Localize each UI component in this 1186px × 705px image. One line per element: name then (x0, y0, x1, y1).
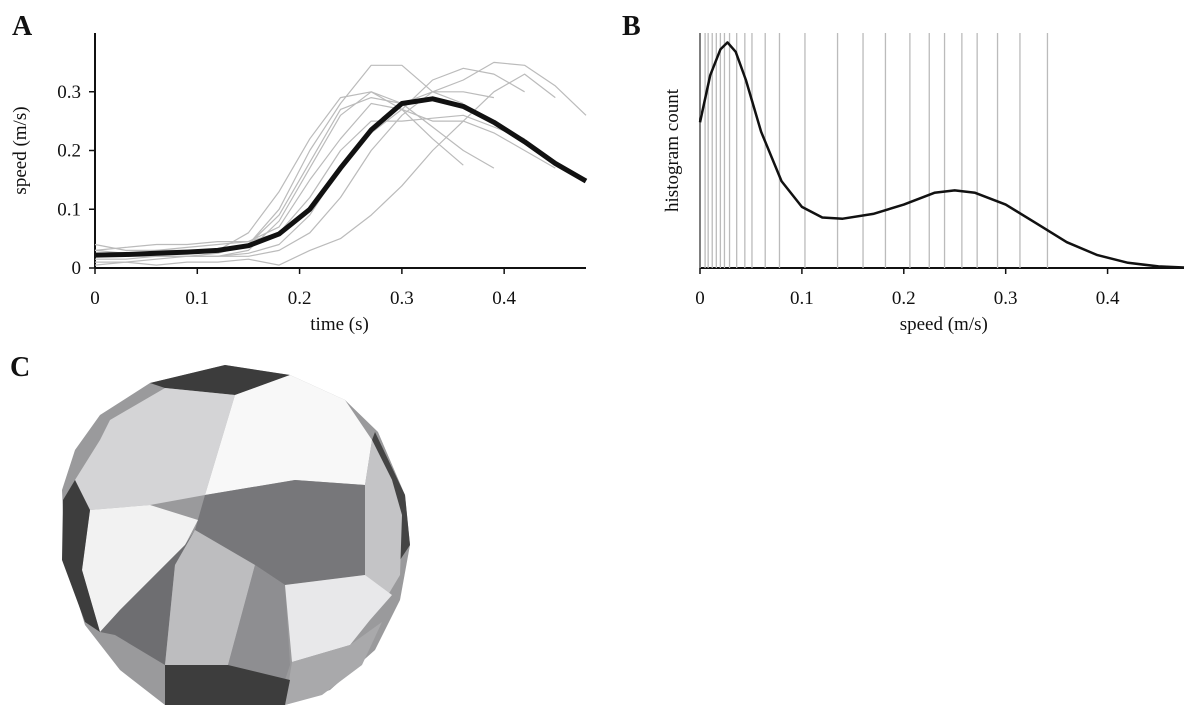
series-line (94, 102, 556, 251)
face (100, 530, 195, 665)
y-tick-label: 0 (72, 258, 82, 279)
face (195, 480, 365, 585)
x-tick-label: 0.4 (492, 288, 516, 309)
face (165, 665, 290, 705)
x-tick-label: 0.4 (1096, 288, 1120, 309)
x-tick-label: 0.1 (790, 288, 814, 309)
face (285, 575, 392, 662)
face (165, 530, 255, 665)
x-tick-label: 0 (695, 288, 705, 309)
face (285, 622, 382, 705)
y-axis-label: histogram count (662, 88, 683, 212)
y-tick-label: 0.3 (57, 82, 81, 103)
series-line (95, 64, 464, 260)
face (228, 565, 290, 680)
panel-label: C (10, 352, 30, 383)
x-axis-label: time (s) (310, 314, 369, 335)
series-line (94, 91, 495, 257)
y-axis-label: speed (m/s) (10, 106, 31, 194)
y-tick-label: 0.1 (57, 199, 81, 220)
series-line (94, 73, 556, 266)
face (150, 365, 290, 395)
x-tick-label: 0.3 (390, 288, 414, 309)
face (82, 505, 198, 632)
x-tick-label: 0 (90, 288, 100, 309)
x-tick-label: 0.1 (185, 288, 209, 309)
face (75, 388, 235, 510)
x-axis-label: speed (m/s) (900, 314, 988, 335)
x-tick-label: 0.3 (994, 288, 1018, 309)
face (62, 480, 100, 632)
series-line (94, 96, 588, 258)
panel-label: A (12, 11, 33, 42)
panel-label: B (622, 11, 641, 42)
polyhedron (62, 365, 410, 705)
density-curve (698, 41, 1185, 269)
series-line (95, 67, 525, 263)
series-line (95, 91, 495, 257)
face (205, 375, 372, 495)
series-line (94, 114, 525, 251)
series-line (95, 61, 587, 257)
x-tick-label: 0.2 (288, 288, 312, 309)
x-tick-label: 0.2 (892, 288, 916, 309)
face (365, 440, 402, 595)
y-tick-label: 0.2 (57, 141, 81, 162)
